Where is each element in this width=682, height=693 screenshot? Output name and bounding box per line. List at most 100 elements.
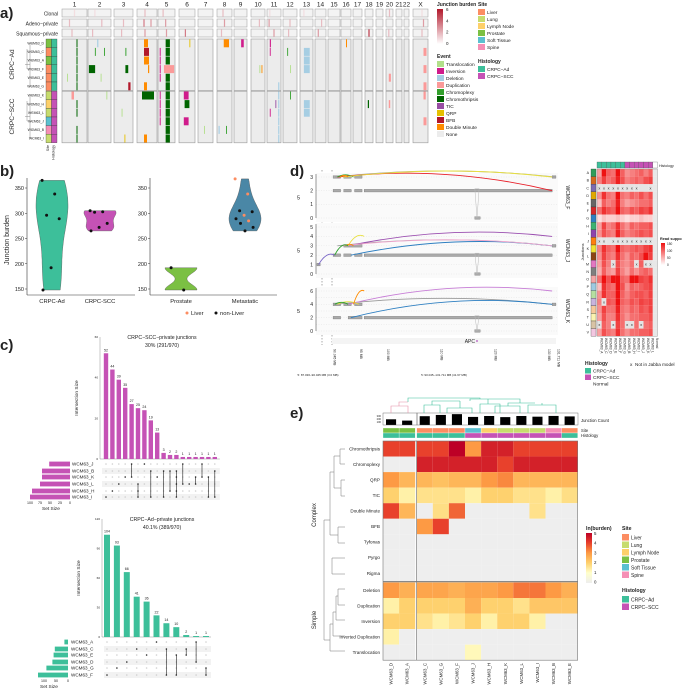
read-support-cell xyxy=(629,290,635,299)
chromosome-label: 21 xyxy=(395,2,403,9)
event-mark xyxy=(144,56,149,65)
legend-tick: 100 xyxy=(667,249,673,253)
burden-cell xyxy=(465,598,482,614)
burden-cell xyxy=(416,629,433,645)
column-label: WCM63_I xyxy=(535,663,540,683)
not-in-model-marker: x xyxy=(612,240,614,244)
matrix-dot xyxy=(207,463,210,465)
event-mark xyxy=(76,56,78,65)
read-support-cell xyxy=(620,169,625,177)
burden-mark xyxy=(162,9,164,17)
legend-tick: 3 xyxy=(594,550,597,555)
row-label: Inverted Duplication xyxy=(339,634,380,639)
site-annotation-cell xyxy=(497,427,514,434)
read-support-cell xyxy=(620,191,625,200)
bar-value-label: 3 xyxy=(163,448,165,452)
heatmap-border xyxy=(416,440,579,661)
matrix-dot xyxy=(137,463,139,465)
burden-cell xyxy=(416,582,433,598)
read-support-cell xyxy=(597,328,602,337)
event-block-crpc-scc xyxy=(233,90,248,144)
track-cell xyxy=(266,8,282,18)
read-support-cell xyxy=(601,191,607,200)
read-support-cell xyxy=(601,267,607,276)
burden-cell xyxy=(416,472,433,488)
legend-swatch xyxy=(478,66,485,72)
normal-cell xyxy=(652,222,658,230)
read-support-cell xyxy=(624,207,630,215)
event-block-crpc-scc xyxy=(61,90,88,144)
read-support-cell xyxy=(620,298,625,306)
burden-cell xyxy=(529,472,546,488)
matrix-dot xyxy=(135,667,138,669)
y-tick-label: 30 xyxy=(97,606,101,610)
set-label: WCM63_B xyxy=(72,469,94,474)
bar-value-label: 2 xyxy=(185,630,187,634)
event-block-crpc-ad xyxy=(375,38,384,91)
row-label: T xyxy=(587,316,590,320)
matrix-dot xyxy=(106,648,108,650)
track-cell xyxy=(375,18,384,28)
sample-label: WCM63_C xyxy=(27,50,44,54)
read-support-cell xyxy=(601,199,607,207)
read-support-cell xyxy=(610,191,616,200)
burden-cell xyxy=(432,629,449,645)
read-support-cell xyxy=(643,267,649,276)
read-support-cell xyxy=(634,275,639,283)
burden-cell xyxy=(448,487,465,504)
legend-item: Chromothripsis xyxy=(446,97,479,103)
read-support-cell xyxy=(615,184,621,192)
burden-cell xyxy=(481,598,498,614)
burden-cell xyxy=(497,644,514,661)
matrix-dot xyxy=(135,674,138,676)
legend-tick: 0 xyxy=(594,580,597,585)
junction-color-cell xyxy=(590,237,597,246)
read-support-cell xyxy=(615,222,621,230)
column-label: WCM63_L xyxy=(650,338,654,353)
read-support-cell xyxy=(610,176,616,185)
set-size-bar xyxy=(42,468,70,474)
data-point xyxy=(247,219,251,223)
column-label: WCM63_A xyxy=(599,338,603,354)
legend-title: Read support xyxy=(660,237,682,241)
read-support-cell xyxy=(610,275,616,283)
read-support-cell xyxy=(629,267,635,276)
read-support-cell xyxy=(629,229,635,238)
event-block-crpc-ad xyxy=(314,38,327,91)
site-annotation-cell xyxy=(513,427,530,434)
set-label: WCM63_C xyxy=(71,647,94,652)
violin-prostate xyxy=(164,267,198,291)
not-in-model-marker: x xyxy=(612,323,614,327)
burden-cell xyxy=(529,629,546,645)
read-support-cell xyxy=(629,313,635,321)
intersection-bar xyxy=(123,387,128,459)
track-cell xyxy=(87,8,112,18)
burden-cell xyxy=(561,503,578,519)
bar-value-label: 1 xyxy=(195,452,197,456)
burden-cell xyxy=(481,565,498,581)
read-support-cell xyxy=(610,252,616,261)
read-support-cell xyxy=(597,298,602,306)
matrix-dot xyxy=(175,463,178,465)
matrix-dot xyxy=(156,476,158,478)
upset-title: CRPC−Ad−private junctions xyxy=(130,517,195,523)
junction-count-bar xyxy=(564,416,575,425)
read-support-cell xyxy=(643,245,649,253)
legend-item: Chromoplexy xyxy=(446,90,475,96)
burden-cell xyxy=(545,472,562,488)
burden-cell xyxy=(383,629,400,645)
read-support-cell xyxy=(597,229,602,238)
panel-label: e) xyxy=(290,405,303,422)
burden-cell xyxy=(529,441,546,457)
matrix-dot xyxy=(111,490,114,492)
track-cell xyxy=(395,8,403,18)
read-support-cell xyxy=(634,214,639,223)
track-cell xyxy=(197,8,214,18)
matrix-dot xyxy=(156,496,158,498)
event-block-crpc-ad xyxy=(364,38,374,91)
not-in-model-marker: x xyxy=(640,323,642,327)
burden-cell xyxy=(432,534,449,550)
burden-cell xyxy=(465,441,482,457)
read-support-cell xyxy=(624,245,630,253)
copy-number-segment xyxy=(552,244,557,248)
